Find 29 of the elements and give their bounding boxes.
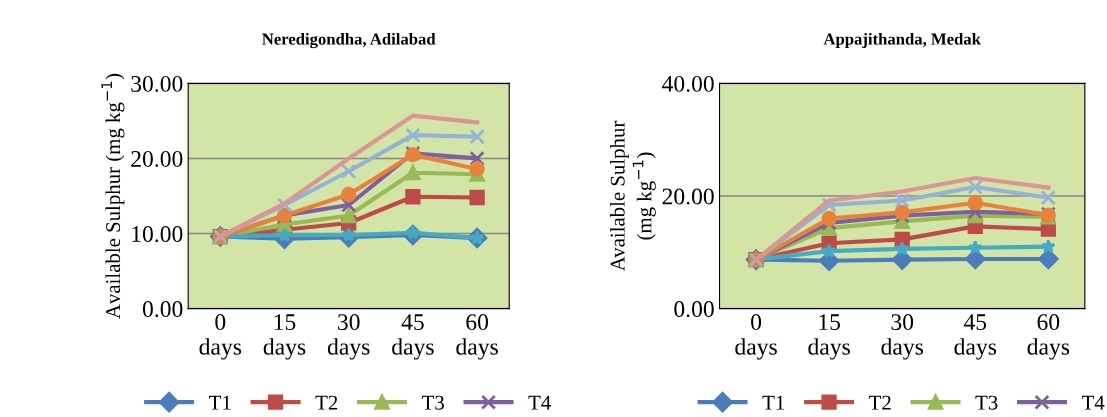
y-axis-title: Available Sulphur (mg kg$^{−1}$): [610, 120, 656, 272]
legend-label: T1: [209, 395, 231, 410]
y-tick-label: 20.00: [131, 150, 183, 167]
x-tick-label: 45 days: [392, 314, 434, 360]
x-tick-label: 45 days: [954, 314, 997, 360]
legend-label: T4: [528, 395, 551, 410]
y-tick-label: 20.00: [662, 188, 714, 205]
y-tick-label: 40.00: [662, 75, 714, 92]
chart-title: Neredigondha, Adilabad: [262, 32, 436, 49]
chart-title: Appajithanda, Medak: [823, 32, 981, 49]
legend-label: T2: [869, 395, 891, 410]
legend-label: T2: [315, 395, 338, 410]
x-tick-label: 60 days: [1027, 314, 1070, 360]
x-tick-label: 30 days: [327, 314, 370, 360]
legend-label: T3: [422, 395, 444, 410]
x-tick-label: 0 days: [735, 314, 777, 360]
legend-label: T4: [1081, 395, 1105, 410]
legend-label: T3: [975, 395, 998, 410]
y-tick-label: 10.00: [132, 226, 183, 243]
x-tick-label: 15 days: [263, 314, 306, 360]
x-tick-label: 15 days: [808, 314, 850, 360]
y-tick-label: 0.00: [142, 301, 183, 318]
y-axis-title: Available Sulphur (mg kg$^{−1}$): [101, 73, 125, 319]
x-tick-label: 30 days: [881, 314, 923, 360]
legend-label: T1: [762, 395, 785, 410]
y-tick-label: 30.00: [131, 75, 183, 92]
x-tick-label: 0 days: [199, 314, 242, 360]
x-tick-label: 60 days: [456, 314, 498, 360]
y-tick-label: 0.00: [674, 301, 714, 318]
